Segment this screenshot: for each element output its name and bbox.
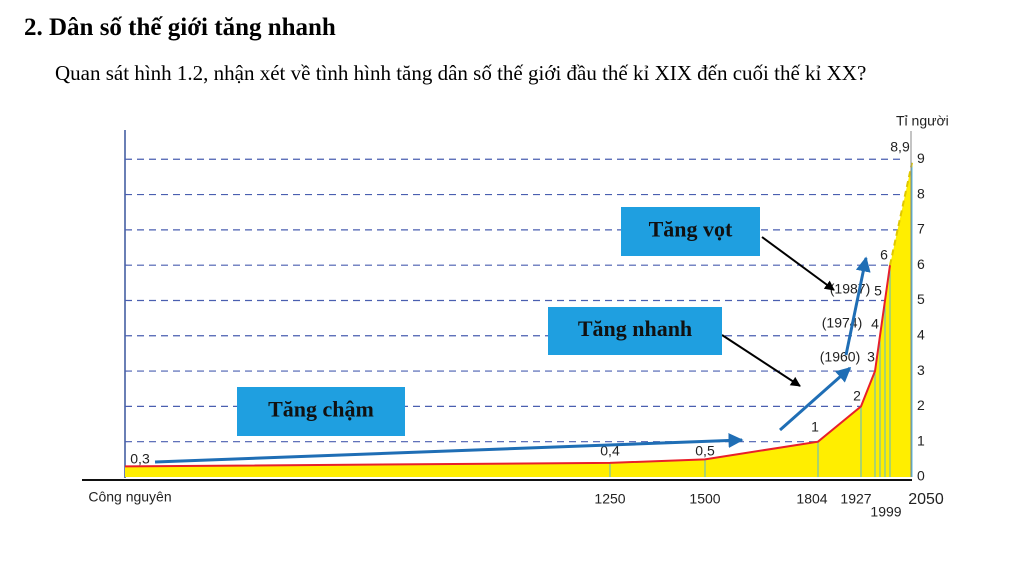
y-tick-label: 1	[917, 432, 925, 448]
x-tick-label: 1500	[689, 491, 720, 507]
projection-line	[889, 162, 913, 266]
y-tick-label: 7	[917, 221, 925, 237]
y-tick-label: 2	[917, 397, 925, 413]
annotation: Tăng vọt	[649, 217, 733, 242]
value-label: 5	[874, 283, 882, 299]
x-tick-label: 1804	[796, 491, 827, 507]
y-tick-label: 8	[917, 185, 925, 201]
trend-arrow	[154, 433, 744, 464]
annotation-box	[548, 307, 722, 355]
x-tick-label: 1927	[840, 491, 871, 507]
value-label: 6	[880, 247, 888, 263]
y-tick-label: 9	[917, 150, 925, 166]
trend-arrow	[779, 366, 852, 432]
value-label: 8,9	[890, 139, 910, 155]
line	[124, 265, 891, 468]
annotation-box	[621, 207, 760, 256]
trend-arrow	[844, 256, 871, 356]
x-tick-label: 1250	[594, 491, 625, 507]
annotation-box	[237, 387, 405, 436]
annotation: Tăng nhanh	[578, 316, 692, 341]
y-tick-label: 3	[917, 362, 925, 378]
value-label: 4	[871, 316, 879, 332]
y-tick-label: 0	[917, 468, 925, 484]
pointer-arrow	[761, 236, 835, 291]
value-label: 0,5	[695, 443, 715, 459]
y-tick-label: 5	[917, 291, 925, 307]
value-label: 0,4	[600, 443, 620, 459]
point-note: (1960)	[820, 349, 860, 365]
x-tick-label: Công nguyên	[88, 489, 171, 505]
point-note: (1987)	[830, 281, 870, 297]
heading: 2. Dân số thế giới tăng nhanh	[24, 14, 336, 41]
area	[125, 162, 912, 477]
value-label: 2	[853, 388, 861, 404]
y-tick-label: 4	[917, 326, 925, 342]
x-tick-label: 1999	[870, 504, 901, 520]
question: Quan sát hình 1.2, nhận xét về tình hình…	[55, 61, 867, 85]
value-label: 1	[811, 419, 819, 435]
x-tick-label: 2050	[908, 491, 944, 508]
value-label: 0,3	[130, 451, 150, 467]
point-note: (1974)	[822, 315, 862, 331]
pointer-arrow	[721, 334, 801, 387]
y-axis-title: Tỉ người	[896, 113, 949, 129]
annotation: Tăng chậm	[268, 397, 374, 422]
y-tick-label: 6	[917, 256, 925, 272]
value-label: 3	[867, 349, 875, 365]
